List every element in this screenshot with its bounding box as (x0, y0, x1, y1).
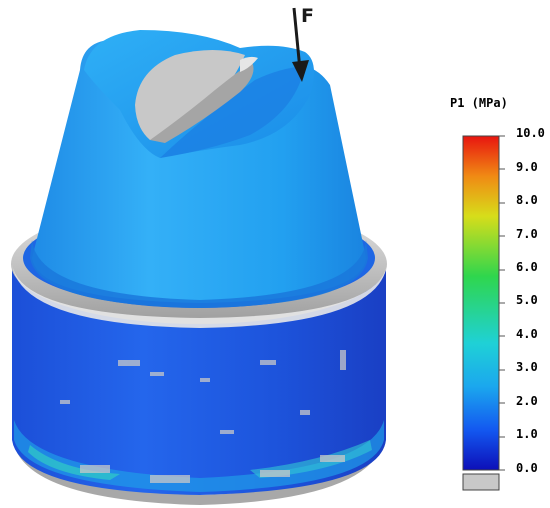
unloaded-region-top (135, 50, 245, 140)
legend-tick-label: 5.0 (516, 293, 538, 307)
implant-body-lower-highlight-2 (250, 440, 372, 478)
implant-body-lower-highlight (28, 445, 120, 480)
unloaded-region-top-edge (240, 56, 258, 72)
legend-tick-marks (499, 135, 505, 471)
unloaded-region-top-dark (150, 62, 254, 143)
force-label: F (301, 5, 314, 27)
legend-tick-label: 0.0 (516, 461, 538, 475)
legend-tick-label: 8.0 (516, 193, 538, 207)
legend-title: P1 (MPa) (450, 96, 508, 110)
legend-color-bar (462, 135, 500, 471)
legend-tick-label: 9.0 (516, 160, 538, 174)
force-arrow-head (292, 60, 309, 82)
legend-tick-label: 3.0 (516, 360, 538, 374)
legend-tick-label: 6.0 (516, 260, 538, 274)
legend-tick-label: 1.0 (516, 427, 538, 441)
implant-body-grey-patches (60, 350, 346, 483)
legend-tick-label: 10.0 (516, 126, 545, 140)
legend-tick-label: 7.0 (516, 227, 538, 241)
legend-tick-label: 4.0 (516, 327, 538, 341)
abutment-top-groove (160, 66, 305, 158)
force-arrow-shaft (292, 7, 302, 71)
legend-below-range-swatch (462, 473, 500, 491)
legend-tick-label: 2.0 (516, 394, 538, 408)
